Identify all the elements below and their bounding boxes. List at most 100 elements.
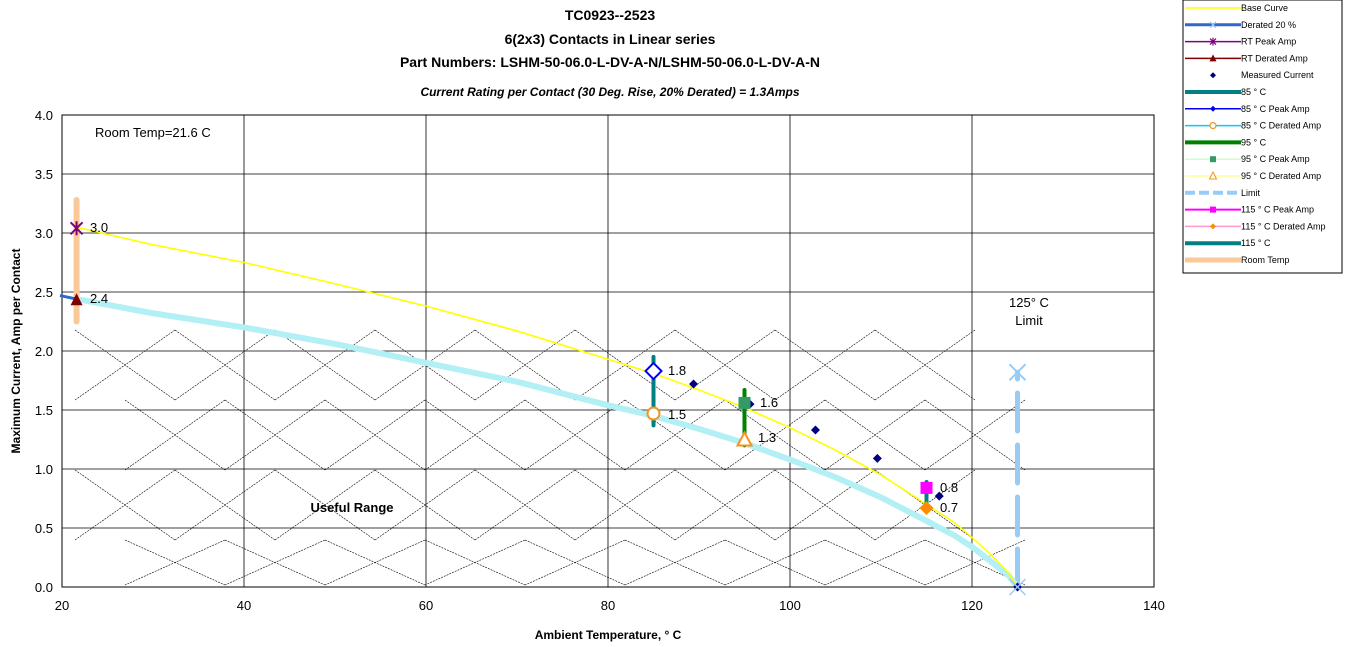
hatch-line-39 bbox=[174, 469, 276, 541]
derated-amp-85c-marker bbox=[646, 406, 661, 421]
value-label-0-8: 0.8 bbox=[940, 480, 958, 495]
hatch-line-21 bbox=[224, 399, 326, 471]
hatch-line-69 bbox=[824, 539, 926, 586]
hatch-line-13 bbox=[674, 329, 776, 401]
legend-swatch-marker bbox=[1210, 156, 1216, 163]
limit-label-line-1: 125° C bbox=[1009, 295, 1049, 310]
hatch-line-61 bbox=[424, 539, 526, 586]
hatch-line-27 bbox=[524, 399, 626, 471]
legend-entry-label: 85 ° C Peak Amp bbox=[1241, 104, 1310, 114]
x-tick-labels: 20 40 60 80 100 120 140 bbox=[55, 598, 1165, 613]
legend-swatch-marker bbox=[1208, 170, 1218, 180]
chart-title-line-2: 6(2x3) Contacts in Linear series bbox=[505, 31, 716, 47]
y-tick-label: 2.5 bbox=[35, 285, 53, 300]
limit-top-marker bbox=[1008, 363, 1027, 381]
chart-subtitle: Current Rating per Contact (30 Deg. Rise… bbox=[420, 85, 799, 99]
measured-current-point bbox=[689, 379, 699, 389]
measured-current-point bbox=[872, 453, 882, 463]
legend-entry-label: Derated 20 % bbox=[1241, 20, 1296, 30]
legend-entry-label: RT Peak Amp bbox=[1241, 37, 1296, 47]
chart-title-line-1: TC0923--2523 bbox=[565, 7, 655, 23]
hatch-line-49 bbox=[674, 469, 776, 541]
derated-amp-115c-marker bbox=[919, 500, 934, 515]
value-label-1-8: 1.8 bbox=[668, 363, 686, 378]
hatch-line-19 bbox=[124, 399, 226, 471]
x-axis-title: Ambient Temperature, ° C bbox=[535, 628, 682, 642]
hatch-line-31 bbox=[724, 399, 826, 471]
hatch-line-25 bbox=[424, 399, 526, 471]
legend-swatch-marker bbox=[1210, 72, 1216, 79]
legend-box bbox=[1182, 0, 1343, 274]
hatch-line-37 bbox=[74, 469, 176, 541]
grid-lines bbox=[61, 114, 1155, 588]
x-tick-label: 80 bbox=[601, 598, 615, 613]
value-label-3-0: 3.0 bbox=[90, 220, 108, 235]
legend-entry-label: Room Temp bbox=[1241, 255, 1289, 265]
hatch-line-35 bbox=[924, 399, 1026, 471]
limit-base-marker bbox=[1008, 578, 1027, 596]
hatch-line-57 bbox=[224, 539, 326, 586]
limit-label-line-2: Limit bbox=[1015, 313, 1043, 328]
x-tick-label: 60 bbox=[419, 598, 433, 613]
rt-peak-amp-marker bbox=[69, 221, 84, 236]
legend-swatch-marker bbox=[1209, 37, 1217, 46]
useful-range-label: Useful Range bbox=[310, 500, 393, 515]
legend-swatch-marker bbox=[1210, 206, 1216, 213]
legend: Base Curve Derated 20 % RT Peak Amp RT Dera… bbox=[1182, 0, 1343, 274]
hatch-line-45 bbox=[474, 469, 576, 541]
legend-entry-label: 95 ° C bbox=[1241, 137, 1267, 147]
legend-entry-label: Base Curve bbox=[1241, 3, 1288, 13]
hatch-line-59 bbox=[324, 539, 426, 586]
value-label-1-6: 1.6 bbox=[760, 395, 778, 410]
y-tick-label: 1.0 bbox=[35, 462, 53, 477]
legend-entry-label: 115 ° C bbox=[1241, 238, 1271, 248]
x-tick-label: 40 bbox=[237, 598, 251, 613]
measured-current-point bbox=[810, 425, 820, 435]
y-tick-label: 3.5 bbox=[35, 167, 53, 182]
rt-derated-amp-marker bbox=[70, 293, 83, 306]
hatch-line-1 bbox=[74, 329, 176, 401]
legend-entry-label: 95 ° C Peak Amp bbox=[1241, 154, 1310, 164]
hatch-line-51 bbox=[774, 469, 876, 541]
x-tick-label: 20 bbox=[55, 598, 69, 613]
value-label-0-7: 0.7 bbox=[940, 500, 958, 515]
hatch-line-55 bbox=[124, 539, 226, 586]
legend-entry-label: 115 ° C Derated Amp bbox=[1241, 221, 1325, 231]
useful-range-hatch bbox=[74, 329, 1026, 586]
y-axis-title: Maximum Current, Amp per Contact bbox=[9, 249, 23, 454]
hatch-line-43 bbox=[374, 469, 476, 541]
value-label-2-4: 2.4 bbox=[90, 291, 108, 306]
hatch-line-41 bbox=[274, 469, 376, 541]
hatch-line-23 bbox=[324, 399, 426, 471]
hatch-line-29 bbox=[624, 399, 726, 471]
derated-20-curve-start bbox=[59, 294, 77, 301]
peak-amp-85c-marker bbox=[644, 361, 663, 381]
hatch-line-33 bbox=[824, 399, 926, 471]
x-tick-label: 120 bbox=[961, 598, 983, 613]
measured-current-point bbox=[934, 491, 944, 501]
legend-entry-label: Limit bbox=[1241, 188, 1261, 198]
y-tick-label: 0.0 bbox=[35, 580, 53, 595]
legend-entry-label: 85 ° C Derated Amp bbox=[1241, 121, 1321, 131]
legend-entry-label: RT Derated Amp bbox=[1241, 53, 1308, 63]
value-label-1-3: 1.3 bbox=[758, 430, 776, 445]
series-markers bbox=[69, 221, 1027, 596]
y-tick-labels: 0.0 0.5 1.0 1.5 2.0 2.5 3.0 3.5 4.0 bbox=[35, 108, 53, 595]
value-label-1-5: 1.5 bbox=[668, 407, 686, 422]
hatch-line-67 bbox=[724, 539, 826, 586]
peak-amp-115c-marker bbox=[920, 481, 933, 494]
hatch-line-3 bbox=[174, 329, 276, 401]
y-tick-label: 1.5 bbox=[35, 403, 53, 418]
legend-swatch-marker bbox=[1209, 121, 1217, 130]
legend-swatch-marker bbox=[1210, 105, 1216, 112]
hatch-line-71 bbox=[924, 539, 1026, 586]
y-tick-label: 3.0 bbox=[35, 226, 53, 241]
y-tick-label: 0.5 bbox=[35, 521, 53, 536]
room-temp-annotation: Room Temp=21.6 C bbox=[95, 125, 211, 140]
legend-entry-label: 95 ° C Derated Amp bbox=[1241, 171, 1321, 181]
hatch-line-9 bbox=[474, 329, 576, 401]
x-tick-label: 140 bbox=[1143, 598, 1165, 613]
hatch-line-15 bbox=[774, 329, 876, 401]
y-tick-label: 2.0 bbox=[35, 344, 53, 359]
